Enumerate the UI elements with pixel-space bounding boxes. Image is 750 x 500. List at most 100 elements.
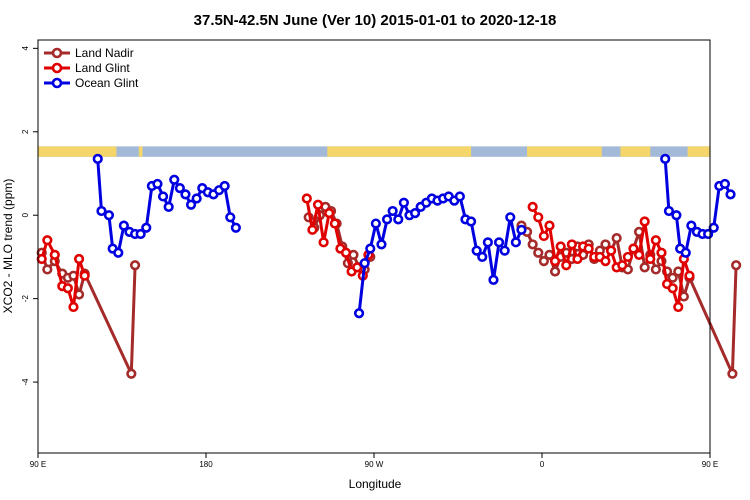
x-tick-label: 90 W	[365, 460, 384, 469]
land-band	[687, 146, 710, 157]
data-point	[312, 199, 324, 210]
chart-title: 37.5N-42.5N June (Ver 10) 2015-01-01 to …	[194, 12, 557, 29]
data-point	[499, 245, 510, 256]
data-point	[180, 189, 191, 200]
data-point	[454, 191, 465, 202]
data-point	[639, 262, 650, 273]
land-ocean-strip	[38, 146, 710, 157]
data-point	[719, 178, 731, 190]
data-point	[671, 210, 682, 221]
data-point	[79, 270, 90, 281]
land-band	[138, 146, 143, 157]
data-point	[398, 197, 409, 208]
data-point	[684, 270, 695, 281]
data-point	[527, 201, 538, 212]
data-point	[549, 256, 561, 267]
data-point	[36, 253, 47, 265]
data-point	[611, 233, 622, 244]
data-point	[49, 249, 60, 260]
data-point	[663, 205, 675, 217]
data-point	[561, 260, 572, 271]
data-point	[533, 247, 544, 258]
data-point	[622, 251, 633, 263]
data-point	[549, 266, 561, 277]
data-point	[538, 256, 549, 267]
legend-label: Ocean Glint	[75, 76, 139, 90]
data-point	[42, 235, 53, 246]
data-point	[516, 224, 527, 235]
data-point	[135, 228, 146, 240]
data-point	[667, 272, 678, 283]
data-point	[42, 264, 53, 275]
data-point	[617, 260, 628, 271]
y-tick-label: 2	[21, 129, 30, 134]
data-point	[370, 218, 381, 229]
data-point	[686, 220, 697, 231]
y-axis-ticks: 4 2 0 -2 -4	[21, 46, 38, 386]
data-point	[307, 224, 318, 235]
legend-swatch-marker	[51, 47, 63, 59]
data-point	[533, 212, 544, 223]
y-tick-label: 0	[21, 212, 30, 217]
data-point	[318, 237, 329, 248]
data-point	[96, 205, 107, 217]
series-ocean-glint	[92, 153, 736, 319]
data-point	[482, 237, 493, 248]
data-point	[583, 243, 594, 254]
data-point	[225, 212, 236, 223]
legend-item: Ocean Glint	[44, 76, 139, 90]
data-point	[409, 208, 421, 219]
data-point	[387, 205, 398, 217]
y-tick-label: 4	[21, 46, 30, 51]
data-point	[118, 220, 129, 231]
data-point	[600, 256, 611, 267]
data-point	[731, 260, 742, 271]
data-point	[62, 283, 73, 294]
data-point	[633, 249, 645, 260]
data-point	[169, 174, 180, 185]
data-point	[352, 262, 363, 273]
data-point	[393, 214, 404, 225]
legend-swatch-marker	[51, 77, 63, 89]
legend-item: Land Nadir	[44, 46, 134, 60]
legend-label: Land Glint	[75, 61, 130, 75]
data-point	[141, 222, 152, 233]
data-point	[219, 180, 230, 192]
data-point	[477, 251, 488, 263]
data-point	[708, 222, 719, 233]
data-point	[555, 241, 566, 252]
data-point	[359, 258, 370, 269]
data-point	[493, 237, 505, 248]
x-axis-ticks: 90 E 180 90 W 0 90 E	[30, 453, 718, 469]
land-band	[527, 146, 602, 157]
data-point	[126, 368, 137, 379]
data-point	[544, 220, 555, 231]
data-point	[129, 260, 141, 271]
data-point	[566, 239, 577, 250]
data-point	[73, 253, 85, 265]
x-tick-label: 90 E	[30, 460, 46, 469]
data-point	[639, 216, 650, 227]
data-point	[650, 264, 661, 275]
data-point	[510, 237, 521, 248]
series-line	[663, 158, 732, 255]
data-point	[600, 239, 611, 250]
y-axis-label: XCO2 - MLO trend (ppm)	[1, 179, 15, 314]
data-point	[174, 182, 185, 194]
data-point	[628, 243, 639, 254]
data-point	[650, 235, 661, 246]
data-point	[191, 193, 202, 204]
data-point	[572, 253, 583, 265]
data-point	[680, 247, 691, 258]
x-tick-label: 180	[199, 460, 213, 469]
data-point	[673, 301, 684, 313]
data-point	[727, 368, 738, 379]
series-line	[357, 194, 523, 314]
data-point	[301, 193, 312, 204]
land-band	[327, 146, 472, 157]
data-point	[230, 222, 241, 233]
data-point	[92, 153, 103, 164]
legend-label: Land Nadir	[75, 46, 134, 60]
data-point	[152, 178, 163, 190]
series-land-glint	[36, 193, 695, 313]
